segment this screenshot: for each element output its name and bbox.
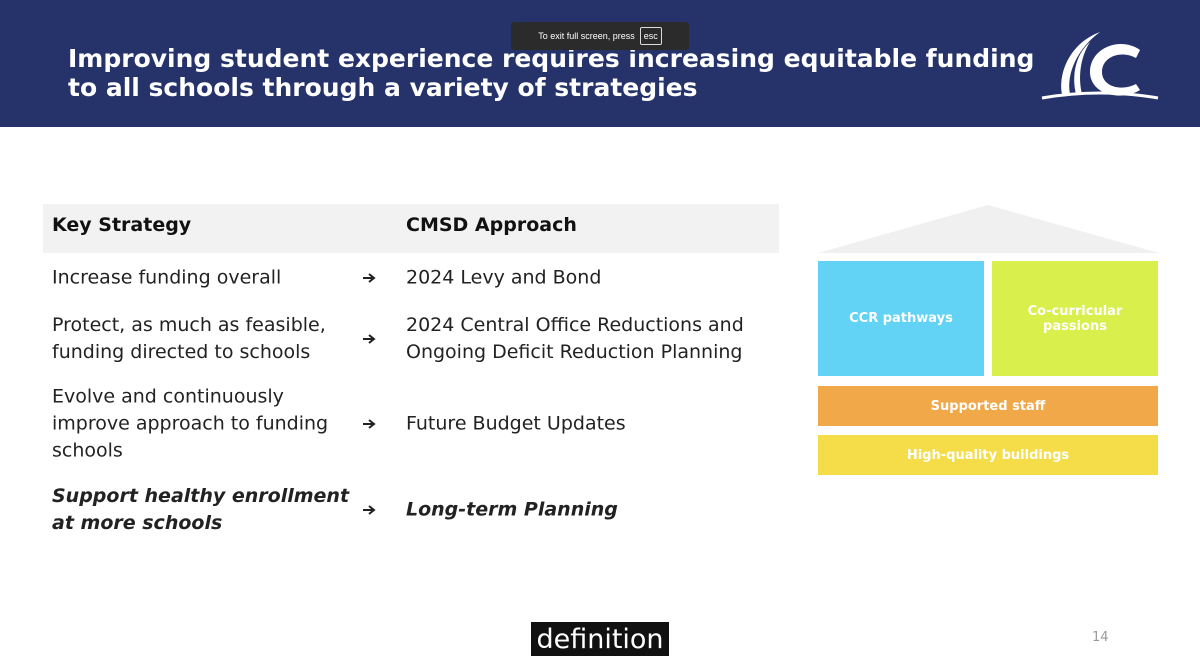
logo bbox=[1041, 32, 1159, 100]
arrow bbox=[363, 505, 376, 515]
strategy-cell: Protect, as much as feasible, funding di… bbox=[52, 314, 326, 363]
arrow bbox=[363, 273, 376, 283]
strategy-cell: Support healthy enrollment at more schoo… bbox=[52, 485, 350, 534]
house-diagram bbox=[818, 205, 1159, 253]
approach-cell: 2024 Levy and Bond bbox=[406, 266, 602, 289]
approach-cell: Long-term Planning bbox=[406, 498, 618, 521]
table-header bbox=[43, 204, 779, 253]
pillar: Co-curricular passions bbox=[992, 261, 1158, 376]
slide-title: Improving student experience requires in… bbox=[68, 44, 1034, 102]
foundation-bar: Supported staff bbox=[818, 386, 1158, 426]
arrow bbox=[363, 334, 376, 344]
esc-key: esc bbox=[639, 27, 662, 45]
header-bar bbox=[0, 0, 1200, 127]
column-header: CMSD Approach bbox=[406, 214, 577, 236]
column-header: Key Strategy bbox=[52, 214, 192, 236]
subtitle-caption: definition bbox=[531, 622, 669, 656]
approach-cell: Future Budget Updates bbox=[406, 412, 626, 435]
strategy-cell: Evolve and continuously improve approach… bbox=[52, 385, 329, 462]
pillar: CCR pathways bbox=[818, 261, 984, 376]
strategy-cell: Increase funding overall bbox=[52, 266, 282, 289]
title-line: to all schools through a variety of stra… bbox=[68, 73, 698, 102]
arrow bbox=[363, 419, 376, 429]
roof bbox=[818, 205, 1159, 253]
fullscreen-notice: To exit full screen, press esc bbox=[511, 22, 689, 50]
notice-text: To exit full screen, press bbox=[538, 31, 635, 41]
foundation-bar: High-quality buildings bbox=[818, 435, 1158, 475]
approach-cell: 2024 Central Office Reductions and Ongoi… bbox=[406, 314, 744, 363]
page-number: 14 bbox=[1092, 630, 1109, 645]
